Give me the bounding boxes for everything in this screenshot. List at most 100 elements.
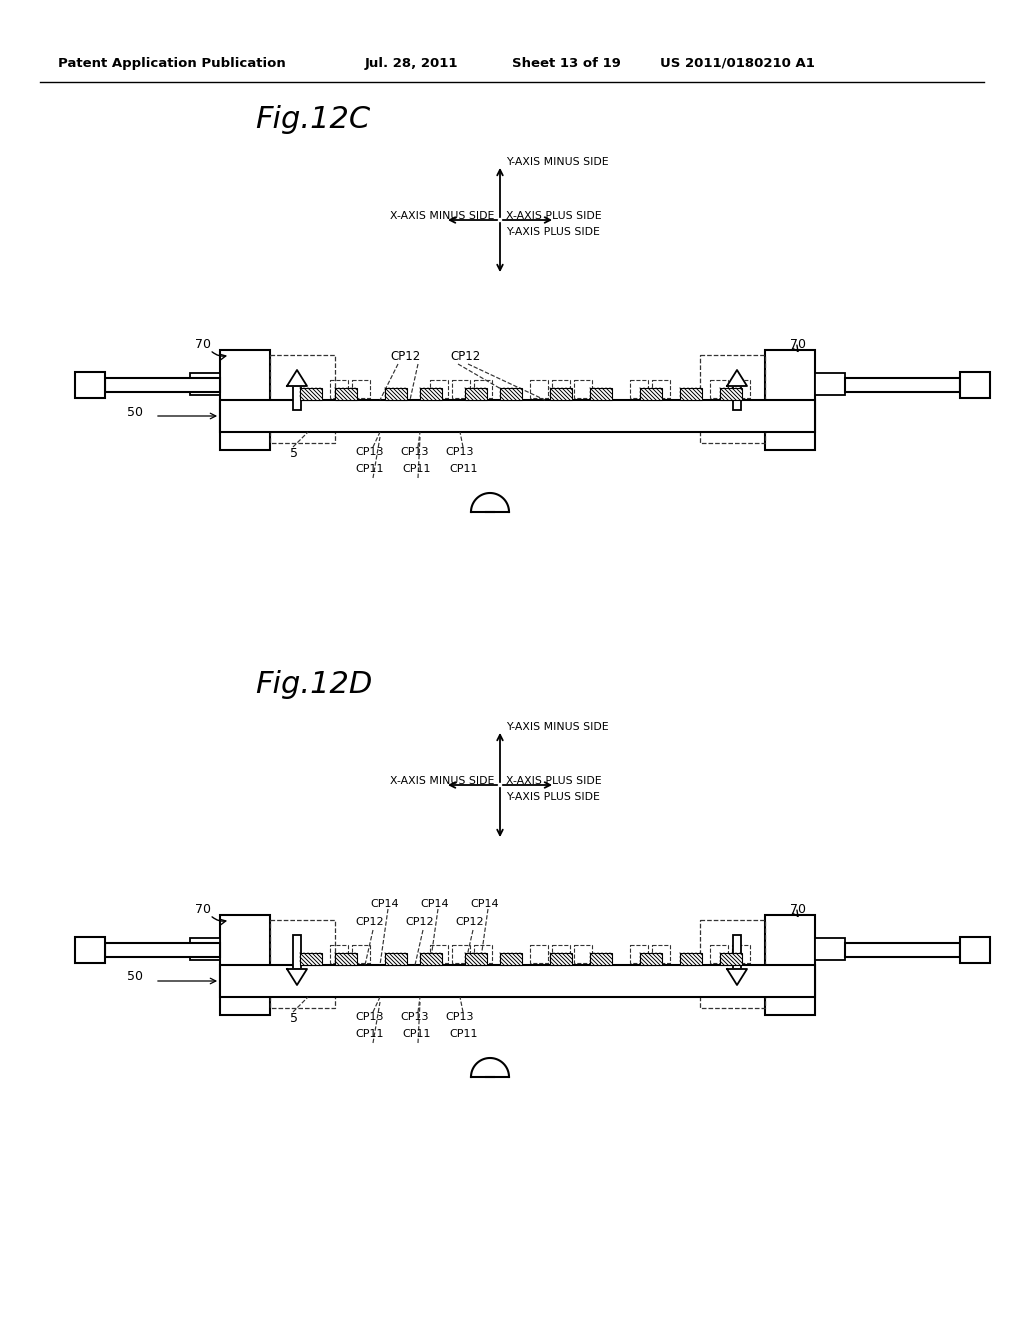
Bar [352,945,370,964]
Text: Y-AXIS MINUS SIDE: Y-AXIS MINUS SIDE [506,157,608,168]
Bar [700,920,765,1008]
Polygon shape [287,370,307,385]
Bar [452,945,470,964]
Bar [845,378,961,392]
Polygon shape [727,969,746,985]
Bar [765,915,815,1015]
Bar [652,945,670,964]
Bar [220,400,815,432]
Bar [700,355,765,444]
Bar [961,372,990,399]
Text: Fig.12D: Fig.12D [255,671,373,700]
Bar [293,385,301,411]
Bar [733,935,741,969]
Bar [732,380,750,399]
Bar [465,388,487,400]
Text: CP14: CP14 [420,899,449,909]
Text: 70: 70 [195,338,211,351]
Bar [430,945,449,964]
Bar [640,388,662,400]
Bar [105,942,220,957]
Text: Y-AXIS MINUS SIDE: Y-AXIS MINUS SIDE [506,722,608,733]
Bar [105,378,220,392]
Text: X-AXIS PLUS SIDE: X-AXIS PLUS SIDE [506,776,602,785]
Text: CP12: CP12 [455,917,483,927]
Bar [190,939,220,960]
Bar [733,385,741,411]
Text: CP13: CP13 [355,447,384,457]
Bar [293,935,301,969]
Text: 5: 5 [290,1012,298,1026]
Text: CP12: CP12 [355,917,384,927]
Bar [300,388,322,400]
Bar [710,380,728,399]
Text: 70: 70 [790,903,806,916]
Bar [330,945,348,964]
Text: CP11: CP11 [402,1030,430,1039]
Bar [550,953,572,965]
Text: US 2011/0180210 A1: US 2011/0180210 A1 [660,57,815,70]
Bar [430,380,449,399]
Bar [552,945,570,964]
Bar [680,388,702,400]
Text: CP14: CP14 [470,899,499,909]
Text: Y-AXIS PLUS SIDE: Y-AXIS PLUS SIDE [506,792,600,803]
Bar [330,380,348,399]
Bar [420,953,442,965]
Text: CP11: CP11 [449,1030,477,1039]
Bar [590,388,612,400]
Text: X-AXIS MINUS SIDE: X-AXIS MINUS SIDE [389,211,494,220]
Bar [720,388,742,400]
Text: 70: 70 [195,903,211,916]
Bar [270,920,335,1008]
Text: 70: 70 [790,338,806,351]
Bar [270,355,335,444]
Text: CP11: CP11 [355,1030,384,1039]
Bar [335,953,357,965]
Bar [300,953,322,965]
Bar [500,388,522,400]
Bar [530,945,548,964]
Text: Fig.12C: Fig.12C [255,106,370,135]
Bar [815,939,845,960]
Bar [961,937,990,964]
Bar [335,388,357,400]
Bar [590,953,612,965]
Text: CP12: CP12 [450,350,480,363]
Text: CP13: CP13 [445,447,473,457]
Text: 5: 5 [290,447,298,459]
Text: 50: 50 [127,970,143,983]
Bar [452,380,470,399]
Text: Y-AXIS PLUS SIDE: Y-AXIS PLUS SIDE [506,227,600,238]
Bar [640,953,662,965]
Text: Patent Application Publication: Patent Application Publication [58,57,286,70]
Text: CP12: CP12 [390,350,420,363]
Bar [630,945,648,964]
Text: CP13: CP13 [355,1012,384,1022]
Text: CP11: CP11 [402,465,430,474]
Text: CP13: CP13 [445,1012,473,1022]
Bar [220,915,270,1015]
Text: X-AXIS MINUS SIDE: X-AXIS MINUS SIDE [389,776,494,785]
Bar [75,372,105,399]
Bar [732,945,750,964]
Text: 50: 50 [127,405,143,418]
Text: CP11: CP11 [355,465,384,474]
Bar [530,380,548,399]
Text: X-AXIS PLUS SIDE: X-AXIS PLUS SIDE [506,211,602,220]
Bar [652,380,670,399]
Text: Jul. 28, 2011: Jul. 28, 2011 [365,57,459,70]
Bar [474,945,492,964]
Bar [574,945,592,964]
Bar [550,388,572,400]
Text: CP13: CP13 [400,1012,428,1022]
Bar [845,942,961,957]
Bar [710,945,728,964]
Bar [220,350,270,450]
Bar [220,965,815,997]
Bar [815,374,845,395]
Bar [574,380,592,399]
Text: Sheet 13 of 19: Sheet 13 of 19 [512,57,621,70]
Bar [420,388,442,400]
Bar [500,953,522,965]
